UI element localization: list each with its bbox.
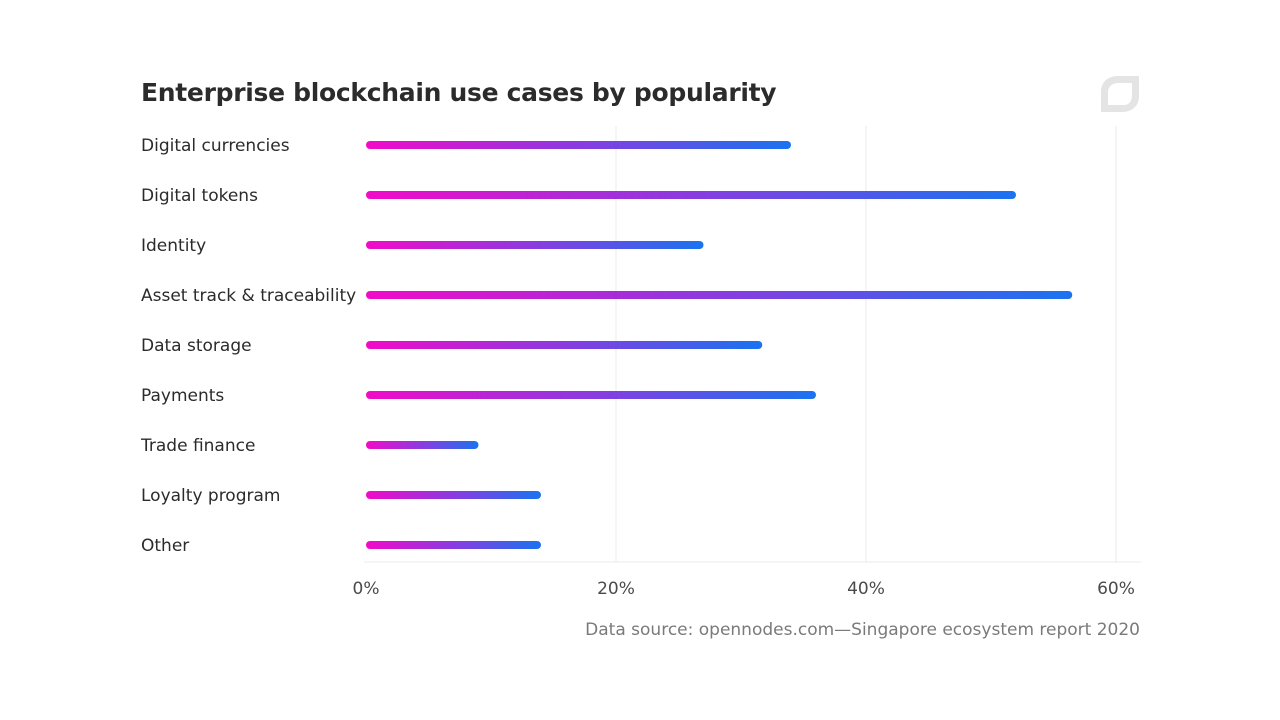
bar-2 <box>366 241 704 249</box>
chart-title: Enterprise blockchain use cases by popul… <box>141 78 777 107</box>
x-tick-label-0: 0% <box>353 579 380 599</box>
category-label-0: Digital currencies <box>141 136 290 156</box>
category-label-4: Data storage <box>141 336 252 356</box>
x-tick-label-2: 40% <box>847 579 885 599</box>
leaf-logo-shape <box>1101 76 1139 112</box>
bar-7 <box>366 491 541 499</box>
bar-6 <box>366 441 479 449</box>
bar-8 <box>366 541 541 549</box>
category-label-2: Identity <box>141 236 206 256</box>
category-label-8: Other <box>141 536 189 556</box>
category-label-5: Payments <box>141 386 224 406</box>
bars <box>366 141 1073 549</box>
bar-3 <box>366 291 1073 299</box>
category-label-1: Digital tokens <box>141 186 258 206</box>
category-label-3: Asset track & traceability <box>141 286 356 306</box>
data-source-note: Data source: opennodes.com—Singapore eco… <box>585 620 1140 640</box>
bar-0 <box>366 141 791 149</box>
leaf-logo-icon <box>1101 76 1139 112</box>
x-axis-ticks: 0% 20% 40% 60% <box>353 579 1135 599</box>
x-tick-label-1: 20% <box>597 579 635 599</box>
bar-5 <box>366 391 816 399</box>
category-labels: Digital currencies Digital tokens Identity… <box>140 136 356 556</box>
category-label-7: Loyalty program <box>141 486 280 506</box>
bar-4 <box>366 341 763 349</box>
bar-1 <box>366 191 1016 199</box>
category-label-6: Trade finance <box>140 436 255 456</box>
x-tick-label-3: 60% <box>1097 579 1135 599</box>
